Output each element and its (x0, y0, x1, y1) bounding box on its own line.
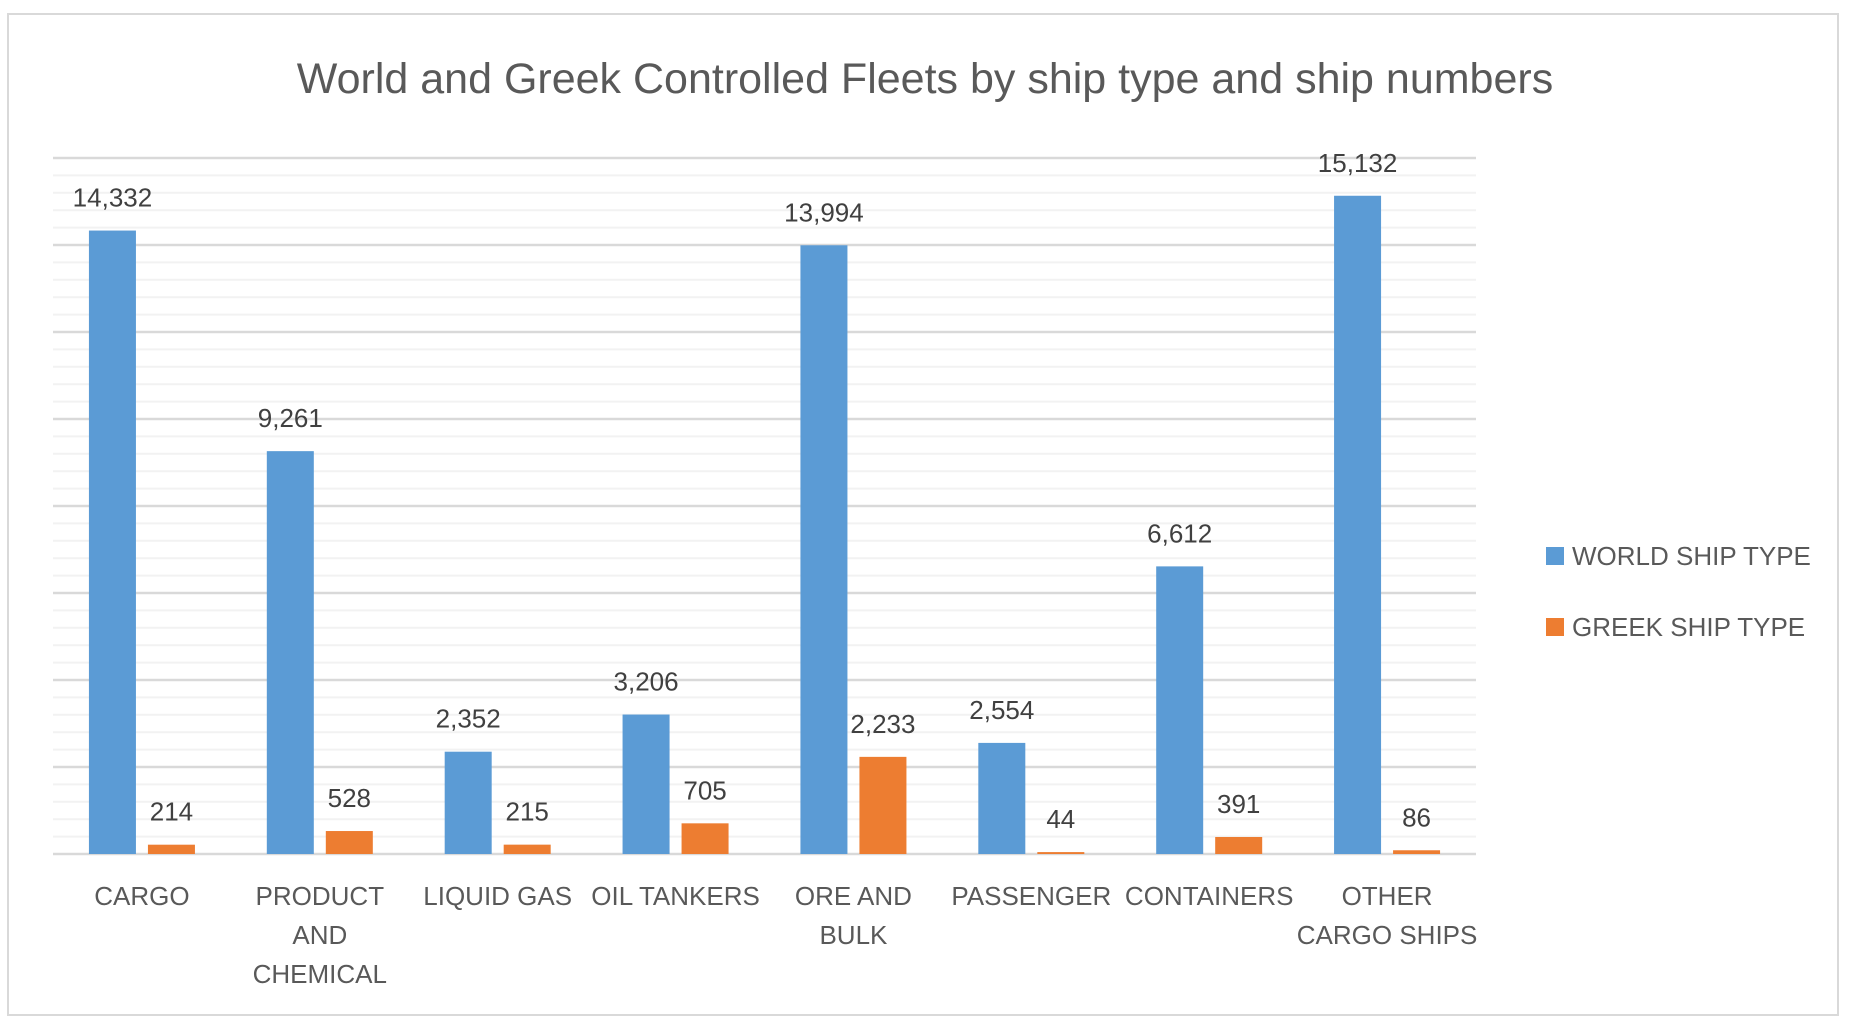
bar-world-1 (266, 451, 314, 854)
bars (88, 195, 1441, 855)
data-label-greek-1: 528 (328, 783, 371, 813)
bar-greek-5 (1037, 852, 1085, 854)
data-label-world-5: 2,554 (969, 695, 1034, 725)
bar-greek-2 (503, 844, 551, 854)
data-label-world-1: 9,261 (258, 403, 323, 433)
bar-greek-1 (325, 831, 373, 854)
gridlines (53, 156, 1476, 856)
data-label-greek-7: 86 (1402, 802, 1431, 832)
data-label-greek-2: 215 (505, 797, 548, 827)
data-label-world-6: 6,612 (1147, 518, 1212, 548)
data-label-greek-6: 391 (1217, 789, 1260, 819)
data-label-greek-5: 44 (1046, 804, 1075, 834)
data-label-world-4: 13,994 (784, 197, 864, 227)
bar-world-5 (978, 742, 1026, 854)
bar-world-0 (88, 230, 136, 855)
data-label-world-3: 3,206 (614, 667, 679, 697)
chart-title: World and Greek Controlled Fleets by shi… (297, 55, 1553, 103)
category-label-7: OTHER CARGO SHIPS (1297, 881, 1478, 950)
bar-greek-3 (681, 823, 729, 854)
bar-greek-6 (1215, 836, 1263, 854)
bar-world-3 (622, 714, 670, 854)
category-label-5: PASSENGER (951, 881, 1111, 911)
legend-swatch-greek (1546, 618, 1564, 636)
legend-swatch-world (1546, 547, 1564, 565)
bar-world-7 (1334, 195, 1382, 854)
category-label-3: OIL TANKERS (591, 881, 760, 911)
category-label-0: CARGO (94, 881, 189, 911)
data-label-greek-3: 705 (683, 775, 726, 805)
data-labels: 14,332 9,261 2,352 3,206 13,994 2,554 6,612 15,… (73, 148, 1431, 834)
bar-greek-4 (859, 756, 907, 854)
data-label-world-2: 2,352 (436, 704, 501, 734)
category-label-4: ORE AND BULK (795, 881, 912, 950)
data-label-greek-0: 214 (150, 797, 193, 827)
bar-greek-7 (1393, 850, 1441, 854)
data-label-world-0: 14,332 (73, 183, 153, 213)
category-label-2: LIQUID GAS (423, 881, 572, 911)
data-label-greek-4: 2,233 (850, 709, 915, 739)
category-axis-labels: CARGO PRODUCT AND CHEMICAL LIQUID GAS OIL TAN… (94, 881, 1477, 989)
legend-label-greek: GREEK SHIP TYPE (1572, 612, 1805, 642)
legend: WORLD SHIP TYPE GREEK SHIP TYPE (1546, 541, 1811, 642)
bar-world-2 (444, 751, 492, 854)
bar-world-6 (1156, 566, 1204, 854)
legend-label-world: WORLD SHIP TYPE (1572, 541, 1811, 571)
data-label-world-7: 15,132 (1318, 148, 1398, 178)
bar-greek-0 (147, 844, 195, 854)
category-label-6: CONTAINERS (1125, 881, 1294, 911)
bar-world-4 (800, 245, 848, 855)
category-label-1: PRODUCT AND CHEMICAL (253, 881, 387, 989)
